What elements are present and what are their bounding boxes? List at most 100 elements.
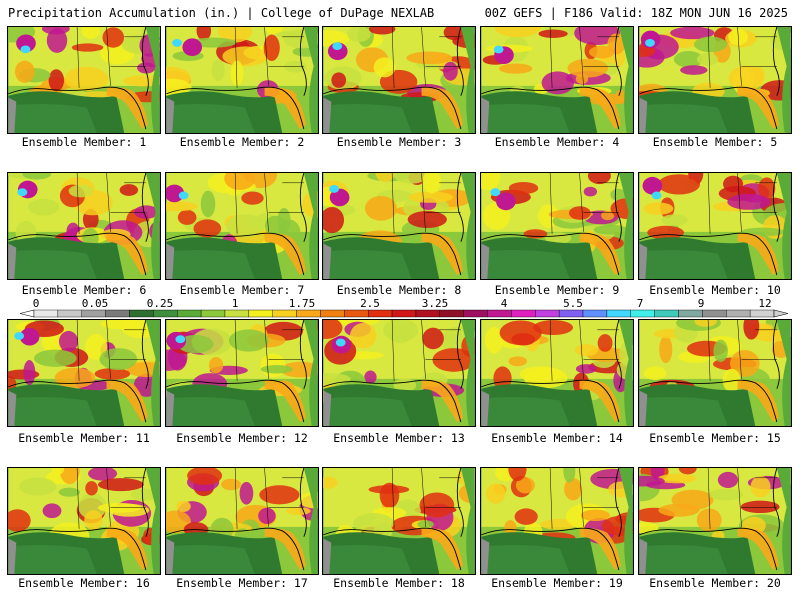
precip-map [481,27,633,133]
member-label: Ensemble Member: 14 [491,431,623,445]
colorbar-swatch [272,309,297,318]
precip-map [481,468,633,574]
member-map-panel [322,26,476,134]
colorbar-swatch [200,309,226,318]
colorbar-swatch [439,309,464,318]
precip-map [481,320,633,426]
page-title: Precipitation Accumulation (in.) | Colle… [8,6,435,20]
colorbar-tick-label: 1.75 [289,297,316,310]
member-map-panel [7,26,161,134]
precip-map [8,320,160,426]
colorbar-swatch [320,309,345,318]
member-label: Ensemble Member: 10 [649,283,781,297]
member-label: Ensemble Member: 7 [179,283,305,297]
colorbar-swatch [535,309,560,318]
precip-map [166,27,318,133]
member-label: Ensemble Member: 3 [336,135,462,149]
precip-map [166,468,318,574]
colorbar-swatch [81,309,106,318]
colorbar-swatch [678,309,703,318]
precip-map [166,173,318,279]
colorbar-swatch [582,309,608,318]
member-label: Ensemble Member: 17 [176,576,308,590]
member-label: Ensemble Member: 2 [179,135,305,149]
colorbar-swatch [344,309,369,318]
precip-map [8,173,160,279]
colorbar-tick-label: 7 [637,297,644,310]
member-label: Ensemble Member: 8 [336,283,462,297]
precip-map [639,173,791,279]
colorbar-swatch [391,309,417,318]
colorbar-tick-label: 1 [232,297,239,310]
colorbar-tick-label: 9 [698,297,705,310]
colorbar-swatch [702,309,727,318]
colorbar-tick-label: 3.25 [422,297,449,310]
colorbar-swatch [487,309,512,318]
member-label: Ensemble Member: 11 [18,431,150,445]
member-label: Ensemble Member: 1 [21,135,147,149]
colorbar-swatch [511,309,536,318]
colorbar-swatch [367,309,393,318]
member-label: Ensemble Member: 18 [333,576,465,590]
member-map-panel [322,319,476,427]
member-label: Ensemble Member: 4 [494,135,620,149]
precip-map [323,27,475,133]
precip-colorbar: 0 0.05 0.25 1 1.75 2.5 3.25 4 5.5 7 9 12 [20,297,788,318]
colorbar-swatch [153,309,178,318]
member-label: Ensemble Member: 19 [491,576,623,590]
member-label: Ensemble Member: 13 [333,431,465,445]
precip-map [166,320,318,426]
precip-map [639,468,791,574]
colorbar-swatch [296,309,321,318]
colorbar-swatch [654,309,679,318]
colorbar-tick-label: 12 [758,297,771,310]
member-map-panel [638,26,792,134]
member-label: Ensemble Member: 12 [176,431,308,445]
colorbar-swatch [248,309,273,318]
colorbar-tick-label: 5.5 [563,297,583,310]
member-label: Ensemble Member: 9 [494,283,620,297]
colorbar-swatch [558,309,584,318]
member-map-panel [638,172,792,280]
colorbar-tick-label: 0.05 [82,297,109,310]
colorbar-swatch [726,309,751,318]
colorbar-tick-label: 0.25 [147,297,174,310]
member-label: Ensemble Member: 15 [649,431,781,445]
precip-map [8,468,160,574]
colorbar-tick-label: 0 [33,297,40,310]
member-map-panel [480,467,634,575]
colorbar-swatch [606,309,631,318]
colorbar-left-arrow [20,309,35,318]
colorbar-swatch [224,309,250,318]
member-map-panel [322,172,476,280]
member-label: Ensemble Member: 20 [649,576,781,590]
colorbar-swatch [749,309,775,318]
colorbar-swatch [57,309,82,318]
member-map-panel [322,467,476,575]
member-label: Ensemble Member: 6 [21,283,147,297]
member-map-panel [480,172,634,280]
precip-map [323,320,475,426]
precip-map [323,468,475,574]
member-map-panel [165,467,319,575]
colorbar-tick-label: 4 [501,297,508,310]
colorbar-tick-label: 2.5 [360,297,380,310]
member-map-panel [638,467,792,575]
member-map-panel [480,26,634,134]
member-map-panel [480,319,634,427]
member-map-panel [7,319,161,427]
colorbar-right-arrow [773,309,788,318]
run-info: 00Z GEFS | F186 Valid: 18Z MON JUN 16 20… [484,6,788,20]
precip-map [639,27,791,133]
member-map-panel [7,467,161,575]
colorbar-swatch [177,309,202,318]
precip-map [639,320,791,426]
colorbar-swatch [105,309,130,318]
member-map-panel [165,172,319,280]
member-map-panel [638,319,792,427]
member-map-panel [165,26,319,134]
precip-map [323,173,475,279]
member-label: Ensemble Member: 5 [652,135,778,149]
precip-map [8,27,160,133]
colorbar-swatch [630,309,655,318]
